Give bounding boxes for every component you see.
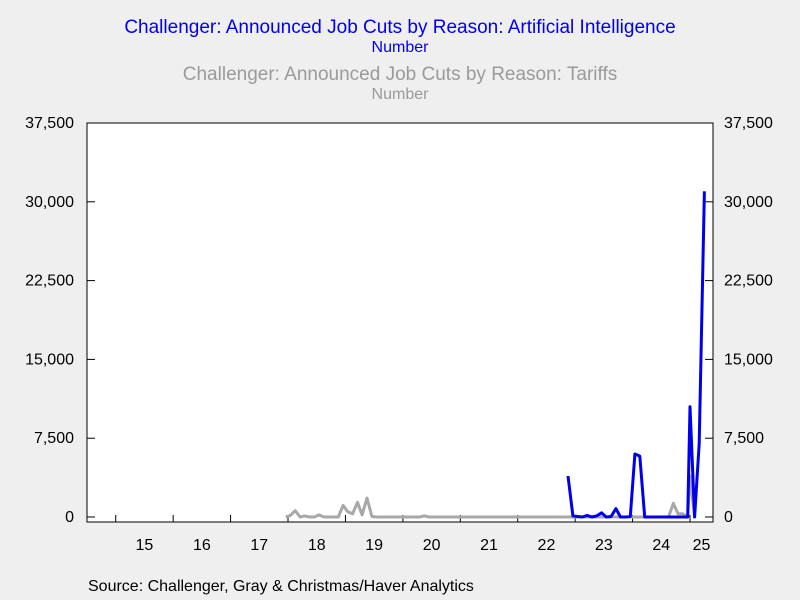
source-note: Source: Challenger, Gray & Christmas/Hav… bbox=[88, 578, 474, 595]
x-tick-label: 24 bbox=[652, 537, 670, 554]
y-tick-label-left: 0 bbox=[65, 509, 74, 526]
y-tick-label-left: 30,000 bbox=[25, 194, 74, 211]
chart-title-ai: Challenger: Announced Job Cuts by Reason… bbox=[124, 17, 676, 38]
x-tick-label: 16 bbox=[193, 537, 211, 554]
left-y-axis: 0 7,500 15,000 22,500 30,000 37,500 bbox=[25, 115, 95, 526]
chart-unit-ai: Number bbox=[371, 39, 429, 56]
y-tick-label-right: 7,500 bbox=[724, 430, 764, 447]
y-tick-label-left: 22,500 bbox=[25, 273, 74, 290]
series-group bbox=[285, 191, 706, 519]
x-tick-label: 18 bbox=[308, 537, 326, 554]
series-line-tariffs bbox=[285, 474, 697, 519]
x-tick-label: 23 bbox=[595, 537, 613, 554]
y-tick-label-left: 37,500 bbox=[25, 115, 74, 132]
x-tick-label: 20 bbox=[423, 537, 441, 554]
y-tick-label-left: 7,500 bbox=[34, 430, 74, 447]
y-tick-label-right: 30,000 bbox=[724, 194, 773, 211]
y-tick-label-left: 15,000 bbox=[25, 351, 74, 368]
right-y-axis: 0 7,500 15,000 22,500 30,000 37,500 bbox=[705, 115, 773, 526]
x-tick-label: 15 bbox=[136, 537, 154, 554]
x-tick-label: 19 bbox=[365, 537, 383, 554]
chart-title-tariffs: Challenger: Announced Job Cuts by Reason… bbox=[182, 64, 618, 85]
y-tick-label-right: 15,000 bbox=[724, 351, 773, 368]
plot-area bbox=[86, 122, 714, 523]
series-line-artificial-intelligence bbox=[566, 191, 706, 519]
y-tick-label-right: 0 bbox=[724, 509, 733, 526]
x-tick-label: 17 bbox=[250, 537, 268, 554]
y-tick-label-right: 22,500 bbox=[724, 273, 773, 290]
y-tick-label-right: 37,500 bbox=[724, 115, 773, 132]
x-tick-label: 25 bbox=[693, 537, 711, 554]
x-tick-label: 22 bbox=[538, 537, 556, 554]
x-tick-label: 21 bbox=[480, 537, 498, 554]
x-axis: 15 16 17 18 19 20 21 22 23 24 25 bbox=[115, 515, 711, 554]
chart-unit-tariffs: Number bbox=[371, 86, 429, 103]
